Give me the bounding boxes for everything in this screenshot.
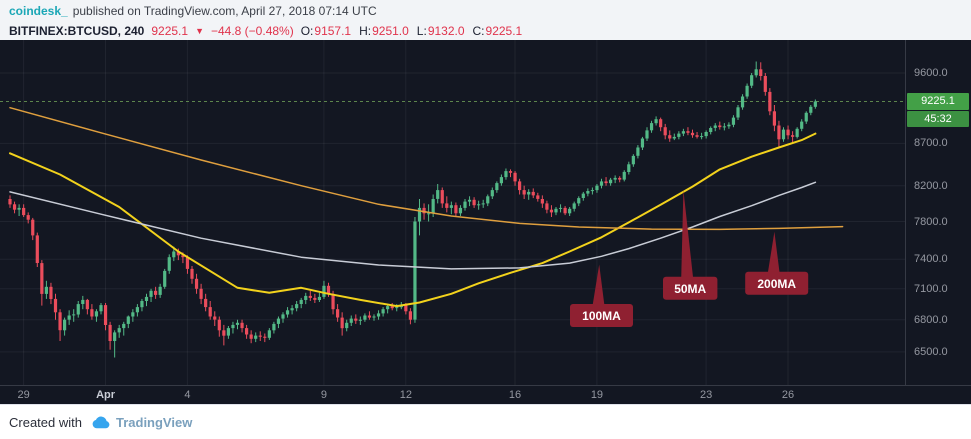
- price-tick-label: 7100.0: [914, 282, 948, 295]
- price-tick-label: 8200.0: [914, 179, 948, 192]
- low-label: L:: [416, 24, 427, 38]
- time-tick-label: 16: [508, 389, 522, 401]
- price-change: −44.8 (−0.48%): [210, 24, 294, 38]
- svg-text:50MA: 50MA: [674, 282, 706, 296]
- chart-region: 100MA 50MA 200MA 9225.1 45:32 9600.0 8700.0…: [0, 40, 971, 404]
- attribution-bar: Created with TradingView: [0, 404, 971, 439]
- high-label: H:: [359, 24, 372, 38]
- price-tick-label: 6500.0: [914, 345, 948, 358]
- time-tick-label: 12: [399, 389, 412, 401]
- svg-text:100MA: 100MA: [582, 309, 621, 323]
- price-tick-label: 9600.0: [914, 67, 948, 79]
- time-tick-label: 23: [700, 389, 713, 401]
- last-price: 9225.1: [151, 24, 189, 38]
- high-value: 9251.0: [372, 24, 409, 38]
- time-axis[interactable]: 29 Apr 4 9 12 16 19 23 26: [0, 385, 971, 404]
- time-tick-label: Apr: [96, 389, 116, 401]
- close-value: 9225.1: [485, 24, 523, 38]
- time-tick-label: 9: [320, 389, 327, 401]
- open-value: 9157.1: [314, 24, 352, 38]
- tradingview-brand-text: TradingView: [115, 414, 193, 430]
- author-link[interactable]: coindesk_: [9, 4, 68, 18]
- time-tick-label: 29: [17, 389, 30, 401]
- price-tick-label: 7800.0: [914, 215, 948, 228]
- price-tick-label: 7400.0: [914, 253, 948, 266]
- last-price-badge: 9225.1: [907, 92, 969, 110]
- time-tick-label: 19: [590, 389, 604, 401]
- price-tick-label: 6800.0: [914, 313, 948, 326]
- symbol-title[interactable]: BITFINEX:BTCUSD, 240: [9, 24, 145, 38]
- tradingview-logo[interactable]: TradingView: [89, 415, 192, 430]
- symbol-bar: BITFINEX:BTCUSD, 240 9225.1 ▼ −44.8 (−0.…: [0, 22, 971, 40]
- ohlc-readout: O: 9157.1 H: 9251.0 L: 9132.0 C: 9225.1: [301, 24, 523, 38]
- time-tick-label: 4: [184, 389, 191, 401]
- close-label: C:: [472, 24, 485, 38]
- created-with-label: Created with: [9, 414, 82, 430]
- bar-countdown-badge: 45:32: [907, 110, 969, 127]
- publish-info: published on TradingView.com, April 27, …: [72, 4, 377, 18]
- open-label: O:: [300, 24, 314, 38]
- time-tick-label: 26: [781, 389, 795, 401]
- svg-text:200MA: 200MA: [757, 277, 796, 291]
- candlestick-chart[interactable]: 100MA 50MA 200MA: [0, 40, 905, 385]
- publish-bar: coindesk_ published on TradingView.com, …: [0, 0, 971, 22]
- price-axis[interactable]: 9225.1 45:32 9600.0 8700.0 8200.0 7800.0 740…: [905, 40, 971, 385]
- cloud-icon: [92, 416, 110, 429]
- price-tick-label: 8700.0: [914, 137, 948, 150]
- down-arrow-icon: ▼: [195, 26, 204, 36]
- low-value: 9132.0: [427, 24, 465, 38]
